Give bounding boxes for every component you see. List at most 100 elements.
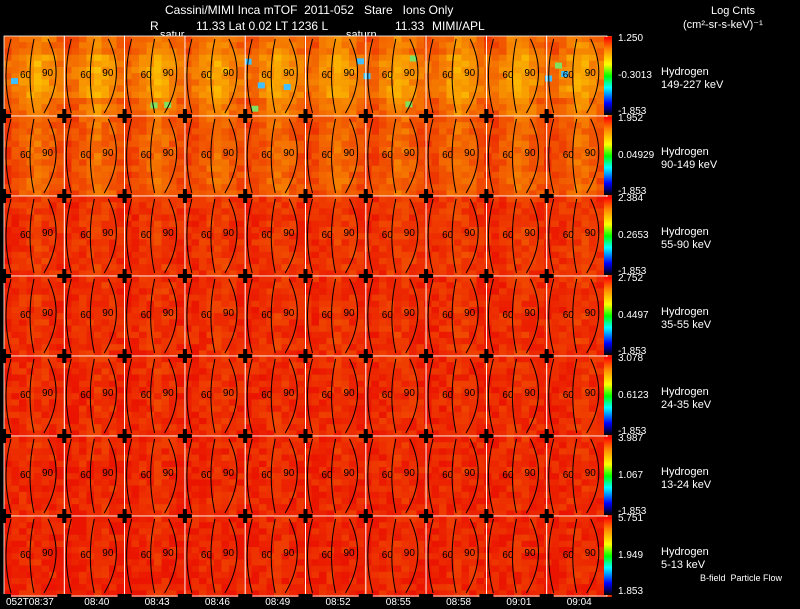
contour-label-90: 90 [283,548,295,559]
species-name: Hydrogen [661,546,709,558]
frame-r7-c6: 60 90 [305,515,367,597]
contour-label-90: 90 [344,68,356,79]
colorbar-4 [604,277,612,355]
colorbar-3 [604,197,612,275]
boundary-cross [298,349,313,363]
contour-label-90: 90 [42,388,54,399]
boundary-cross [57,189,72,203]
boundary-cross [117,349,132,363]
time-tick-label: 08:40 [84,597,110,608]
contour-label-60: 60 [322,550,334,561]
boundary-cross [419,109,434,123]
boundary-cross [0,594,11,598]
time-tick-label: 08:55 [385,597,411,608]
colorbar-mid-label: 0.04929 [618,150,655,161]
contour-label-90: 90 [585,548,597,559]
colorbar-min-label: -1.853 [618,346,647,357]
contour-label-60: 60 [261,230,273,241]
boundary-cross [57,349,72,363]
energy-range: 35-55 keV [661,319,712,331]
boundary-cross [298,189,313,203]
boundary-cross [298,269,313,283]
colorbar-7 [604,517,612,595]
contour-label-90: 90 [344,308,356,319]
time-tick-label: 09:04 [566,597,592,608]
contour-label-60: 60 [382,150,394,161]
contour-label-60: 60 [80,550,92,561]
contour-label-90: 90 [464,388,476,399]
contour-label-60: 60 [201,230,213,241]
boundary-cross [479,109,494,123]
contour-label-60: 60 [442,390,454,401]
boundary-cross [298,509,313,523]
contour-label-60: 60 [502,230,514,241]
units-label: Log Cnts [711,5,756,17]
contour-label-90: 90 [344,228,356,239]
contour-label-60: 60 [502,390,514,401]
frame-r2-c5: 60 90 [244,115,306,197]
contour-label-90: 90 [102,468,114,479]
colorbar-mid-label: 0.4497 [618,310,649,321]
contour-label-60: 60 [563,390,575,401]
boundary-cross [238,109,253,123]
contour-label-60: 60 [20,230,32,241]
species-label-6: Hydrogen 13-24 keV [661,466,711,492]
contour-label-60: 60 [141,550,153,561]
frame-r2-c1: 60 90 [3,115,65,197]
colorbar-mid-label: 0.6123 [618,390,649,401]
contour-label-60: 60 [80,470,92,481]
boundary-cross [177,349,192,363]
contour-label-60: 60 [563,310,575,321]
boundary-cross [177,189,192,203]
contour-label-60: 60 [502,550,514,561]
contour-label-90: 90 [464,548,476,559]
colorbar-min-label: 1.853 [618,586,644,597]
boundary-cross [358,349,373,363]
time-tick-label: 09:01 [506,597,532,608]
colorbar-max-label: 3.078 [618,353,644,364]
contour-label-90: 90 [163,388,175,399]
contour-label-90: 90 [283,228,295,239]
boundary-cross [539,269,554,283]
contour-label-90: 90 [102,308,114,319]
contour-label-60: 60 [20,310,32,321]
frame-r3-c7: 60 90 [365,195,427,277]
boundary-cross [57,269,72,283]
l-value: 11.33 [395,19,425,33]
boundary-cross [358,594,373,598]
contour-label-90: 90 [42,148,54,159]
time-tick-label: 08:46 [204,597,230,608]
boundary-cross [0,429,11,443]
contour-label-90: 90 [464,148,476,159]
contour-label-60: 60 [322,470,334,481]
contour-label-90: 90 [524,148,536,159]
boundary-cross [539,349,554,363]
species-name: Hydrogen [661,146,709,158]
time-tick-label: 08:43 [144,597,170,608]
contour-label-60: 60 [261,550,273,561]
colorbar-6 [604,437,612,515]
contour-label-90: 90 [102,68,114,79]
boundary-cross [539,109,554,123]
contour-label-90: 90 [404,308,416,319]
contour-label-90: 90 [283,468,295,479]
frame-r5-c10: 60 90 [546,355,608,437]
colorbar-max-label: 2.384 [618,193,644,204]
colorbar-min-label: -1.853 [618,266,647,277]
contour-label-90: 90 [464,68,476,79]
contour-label-90: 90 [524,68,536,79]
frame-r4-c2: 60 90 [63,275,126,357]
contour-label-90: 90 [404,148,416,159]
contour-label-60: 60 [502,70,514,81]
boundary-cross [238,509,253,523]
contour-label-90: 90 [404,468,416,479]
contour-label-60: 60 [322,310,334,321]
contour-label-60: 60 [261,470,273,481]
colorbar-mid-label: 1.949 [618,550,644,561]
energy-range: 55-90 keV [661,239,712,251]
contour-label-60: 60 [502,470,514,481]
boundary-cross [238,429,253,443]
contour-label-60: 60 [382,390,394,401]
contour-label-60: 60 [141,390,153,401]
